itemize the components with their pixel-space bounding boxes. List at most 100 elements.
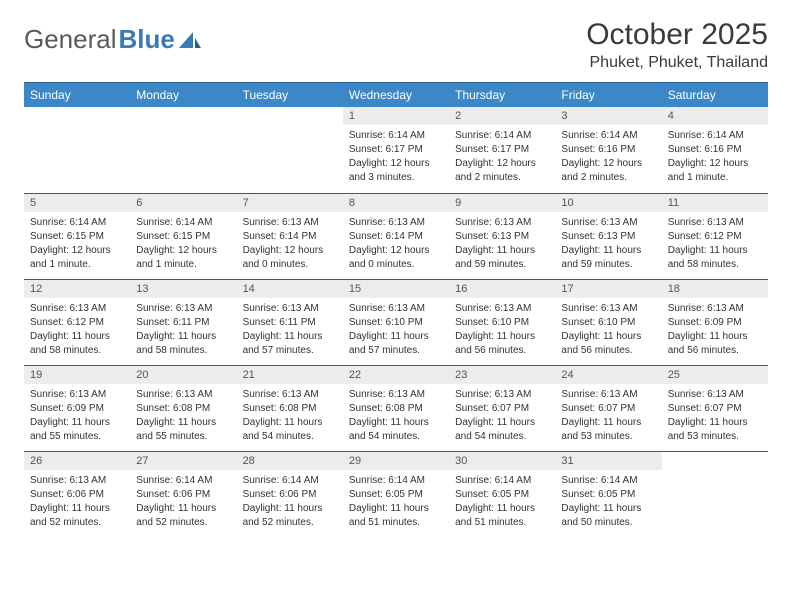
day-details: Sunrise: 6:14 AMSunset: 6:05 PMDaylight:… [343, 470, 449, 534]
day-details: Sunrise: 6:14 AMSunset: 6:17 PMDaylight:… [449, 125, 555, 189]
calendar-cell: 10Sunrise: 6:13 AMSunset: 6:13 PMDayligh… [555, 193, 661, 279]
day-number: 27 [130, 452, 236, 470]
calendar-cell: 4Sunrise: 6:14 AMSunset: 6:16 PMDaylight… [662, 107, 768, 193]
calendar-week: 5Sunrise: 6:14 AMSunset: 6:15 PMDaylight… [24, 193, 768, 279]
day-details: Sunrise: 6:13 AMSunset: 6:14 PMDaylight:… [237, 212, 343, 276]
day-number: 22 [343, 366, 449, 384]
day-header: Wednesday [343, 83, 449, 108]
day-header: Thursday [449, 83, 555, 108]
day-number: 24 [555, 366, 661, 384]
calendar-cell: 14Sunrise: 6:13 AMSunset: 6:11 PMDayligh… [237, 279, 343, 365]
calendar-cell: 27Sunrise: 6:14 AMSunset: 6:06 PMDayligh… [130, 451, 236, 537]
calendar-cell: 1Sunrise: 6:14 AMSunset: 6:17 PMDaylight… [343, 107, 449, 193]
day-details: Sunrise: 6:13 AMSunset: 6:08 PMDaylight:… [130, 384, 236, 448]
calendar-cell: - [662, 451, 768, 537]
calendar-cell: - [24, 107, 130, 193]
day-details: Sunrise: 6:14 AMSunset: 6:15 PMDaylight:… [130, 212, 236, 276]
day-number: 5 [24, 194, 130, 212]
day-header: Monday [130, 83, 236, 108]
calendar-cell: 5Sunrise: 6:14 AMSunset: 6:15 PMDaylight… [24, 193, 130, 279]
day-header: Saturday [662, 83, 768, 108]
day-details: Sunrise: 6:14 AMSunset: 6:16 PMDaylight:… [662, 125, 768, 189]
day-number: 29 [343, 452, 449, 470]
calendar-cell: 16Sunrise: 6:13 AMSunset: 6:10 PMDayligh… [449, 279, 555, 365]
day-number: 2 [449, 107, 555, 125]
day-details: Sunrise: 6:14 AMSunset: 6:06 PMDaylight:… [237, 470, 343, 534]
calendar-cell: 6Sunrise: 6:14 AMSunset: 6:15 PMDaylight… [130, 193, 236, 279]
calendar-cell: 24Sunrise: 6:13 AMSunset: 6:07 PMDayligh… [555, 365, 661, 451]
day-number: 30 [449, 452, 555, 470]
day-details: Sunrise: 6:13 AMSunset: 6:11 PMDaylight:… [130, 298, 236, 362]
calendar-cell: 15Sunrise: 6:13 AMSunset: 6:10 PMDayligh… [343, 279, 449, 365]
calendar-cell: 11Sunrise: 6:13 AMSunset: 6:12 PMDayligh… [662, 193, 768, 279]
day-details: Sunrise: 6:13 AMSunset: 6:12 PMDaylight:… [24, 298, 130, 362]
calendar-cell: 29Sunrise: 6:14 AMSunset: 6:05 PMDayligh… [343, 451, 449, 537]
day-details: Sunrise: 6:13 AMSunset: 6:10 PMDaylight:… [555, 298, 661, 362]
day-number: 26 [24, 452, 130, 470]
calendar-cell: 18Sunrise: 6:13 AMSunset: 6:09 PMDayligh… [662, 279, 768, 365]
calendar-page: GeneralBlue October 2025 Phuket, Phuket,… [0, 0, 792, 555]
calendar-cell: 13Sunrise: 6:13 AMSunset: 6:11 PMDayligh… [130, 279, 236, 365]
day-number: 7 [237, 194, 343, 212]
calendar-cell: 8Sunrise: 6:13 AMSunset: 6:14 PMDaylight… [343, 193, 449, 279]
day-header: Sunday [24, 83, 130, 108]
day-header: Tuesday [237, 83, 343, 108]
day-details: Sunrise: 6:13 AMSunset: 6:08 PMDaylight:… [237, 384, 343, 448]
day-details: Sunrise: 6:13 AMSunset: 6:07 PMDaylight:… [449, 384, 555, 448]
day-number: 23 [449, 366, 555, 384]
day-number: 11 [662, 194, 768, 212]
calendar-cell: 19Sunrise: 6:13 AMSunset: 6:09 PMDayligh… [24, 365, 130, 451]
calendar-cell: 21Sunrise: 6:13 AMSunset: 6:08 PMDayligh… [237, 365, 343, 451]
day-details: Sunrise: 6:14 AMSunset: 6:05 PMDaylight:… [555, 470, 661, 534]
day-header: Friday [555, 83, 661, 108]
day-number: 17 [555, 280, 661, 298]
day-number: 10 [555, 194, 661, 212]
day-details: Sunrise: 6:13 AMSunset: 6:10 PMDaylight:… [449, 298, 555, 362]
day-details: Sunrise: 6:13 AMSunset: 6:07 PMDaylight:… [662, 384, 768, 448]
page-title: October 2025 [586, 18, 768, 52]
calendar-cell: - [130, 107, 236, 193]
calendar-cell: 20Sunrise: 6:13 AMSunset: 6:08 PMDayligh… [130, 365, 236, 451]
day-details: Sunrise: 6:13 AMSunset: 6:13 PMDaylight:… [555, 212, 661, 276]
brand-logo: GeneralBlue [24, 24, 201, 55]
calendar-cell: 2Sunrise: 6:14 AMSunset: 6:17 PMDaylight… [449, 107, 555, 193]
day-number: 14 [237, 280, 343, 298]
calendar-cell: 17Sunrise: 6:13 AMSunset: 6:10 PMDayligh… [555, 279, 661, 365]
day-details: Sunrise: 6:13 AMSunset: 6:11 PMDaylight:… [237, 298, 343, 362]
page-header: GeneralBlue October 2025 Phuket, Phuket,… [24, 18, 768, 72]
calendar-cell: 25Sunrise: 6:13 AMSunset: 6:07 PMDayligh… [662, 365, 768, 451]
title-block: October 2025 Phuket, Phuket, Thailand [586, 18, 768, 72]
calendar-cell: 12Sunrise: 6:13 AMSunset: 6:12 PMDayligh… [24, 279, 130, 365]
day-details: Sunrise: 6:13 AMSunset: 6:06 PMDaylight:… [24, 470, 130, 534]
calendar-cell: 31Sunrise: 6:14 AMSunset: 6:05 PMDayligh… [555, 451, 661, 537]
day-number: 6 [130, 194, 236, 212]
day-number: 31 [555, 452, 661, 470]
day-number: 12 [24, 280, 130, 298]
day-details: Sunrise: 6:13 AMSunset: 6:14 PMDaylight:… [343, 212, 449, 276]
calendar-cell: - [237, 107, 343, 193]
brand-sail-icon [179, 32, 201, 50]
day-details: Sunrise: 6:13 AMSunset: 6:09 PMDaylight:… [24, 384, 130, 448]
day-details: Sunrise: 6:13 AMSunset: 6:08 PMDaylight:… [343, 384, 449, 448]
day-details: Sunrise: 6:14 AMSunset: 6:16 PMDaylight:… [555, 125, 661, 189]
calendar-week: ---1Sunrise: 6:14 AMSunset: 6:17 PMDayli… [24, 107, 768, 193]
day-details: Sunrise: 6:13 AMSunset: 6:09 PMDaylight:… [662, 298, 768, 362]
day-details: Sunrise: 6:13 AMSunset: 6:07 PMDaylight:… [555, 384, 661, 448]
day-number: 19 [24, 366, 130, 384]
day-number: 8 [343, 194, 449, 212]
day-details: Sunrise: 6:14 AMSunset: 6:17 PMDaylight:… [343, 125, 449, 189]
day-number: 20 [130, 366, 236, 384]
day-number: 18 [662, 280, 768, 298]
brand-text-gray: General [24, 24, 117, 55]
day-number: 15 [343, 280, 449, 298]
day-number: 25 [662, 366, 768, 384]
calendar-cell: 30Sunrise: 6:14 AMSunset: 6:05 PMDayligh… [449, 451, 555, 537]
day-number: 3 [555, 107, 661, 125]
calendar-table: SundayMondayTuesdayWednesdayThursdayFrid… [24, 82, 768, 537]
day-number: 21 [237, 366, 343, 384]
day-details: Sunrise: 6:14 AMSunset: 6:15 PMDaylight:… [24, 212, 130, 276]
calendar-week: 12Sunrise: 6:13 AMSunset: 6:12 PMDayligh… [24, 279, 768, 365]
day-number: 1 [343, 107, 449, 125]
calendar-week: 26Sunrise: 6:13 AMSunset: 6:06 PMDayligh… [24, 451, 768, 537]
day-number: 4 [662, 107, 768, 125]
